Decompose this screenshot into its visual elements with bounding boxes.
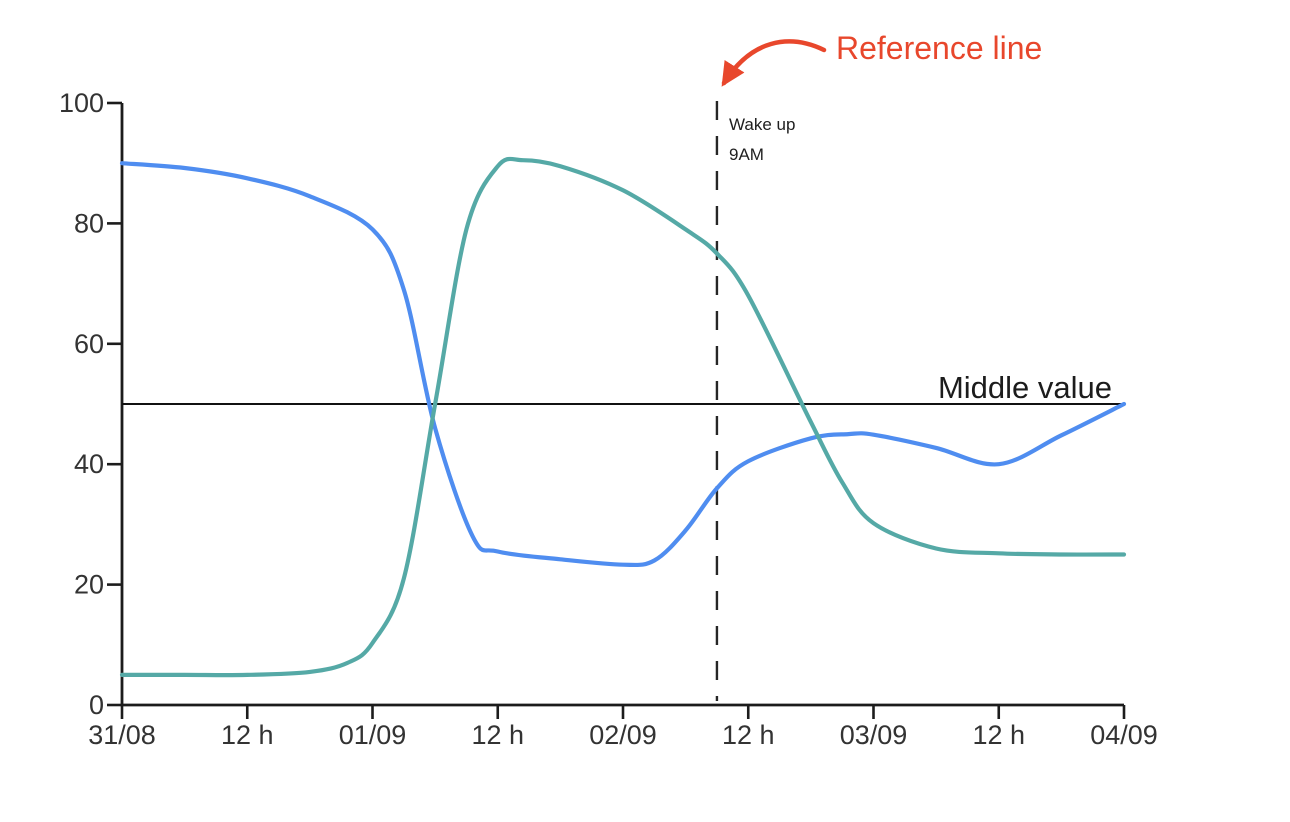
vline-caption-line1: Wake up [729, 115, 796, 134]
y-tick-label: 60 [74, 329, 104, 359]
x-tick-label: 04/09 [1090, 720, 1158, 750]
x-tick-label: 12 h [722, 720, 775, 750]
y-tick-label: 20 [74, 570, 104, 600]
x-tick-label: 12 h [471, 720, 524, 750]
annotation-arrow [721, 39, 827, 87]
x-tick-label: 12 h [972, 720, 1025, 750]
vline-caption: Wake up 9AM [729, 110, 795, 170]
x-tick-label: 31/08 [88, 720, 156, 750]
x-tick-label: 03/09 [840, 720, 908, 750]
series-blue-line [119, 161, 1127, 568]
y-tick-label: 80 [74, 208, 104, 238]
middle-value-label: Middle value [937, 370, 1112, 405]
series-teal-line [119, 156, 1127, 678]
y-tick-label: 0 [89, 690, 104, 720]
x-tick-label: 02/09 [589, 720, 657, 750]
vline-caption-line2: 9AM [729, 145, 764, 164]
reference-line-label: Reference line [836, 30, 1043, 66]
x-tick-label: 01/09 [339, 720, 407, 750]
y-tick-label: 40 [74, 449, 104, 479]
y-tick-label: 100 [59, 88, 104, 118]
x-tick-label: 12 h [221, 720, 274, 750]
